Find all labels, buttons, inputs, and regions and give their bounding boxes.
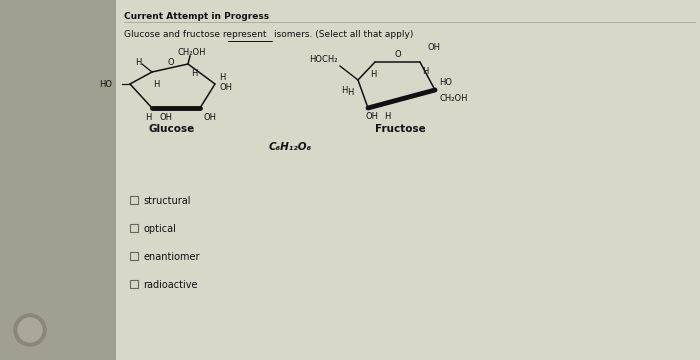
- Bar: [130, 224, 138, 232]
- Text: H: H: [384, 112, 391, 121]
- Text: HO: HO: [439, 77, 452, 86]
- Text: OH: OH: [204, 113, 217, 122]
- Text: H: H: [370, 70, 376, 79]
- Text: H: H: [191, 69, 197, 78]
- Circle shape: [14, 314, 46, 346]
- Text: OH: OH: [428, 43, 441, 52]
- Text: H: H: [135, 58, 141, 67]
- Text: HOCH₂: HOCH₂: [309, 55, 338, 64]
- Text: H: H: [219, 72, 225, 81]
- Text: OH: OH: [160, 113, 173, 122]
- Text: enantiomer: enantiomer: [143, 252, 199, 261]
- Text: H: H: [422, 67, 428, 76]
- Text: Glucose: Glucose: [149, 124, 195, 134]
- Text: H: H: [153, 80, 159, 89]
- Text: O: O: [394, 50, 401, 59]
- Text: O: O: [168, 58, 174, 67]
- Bar: [130, 280, 138, 288]
- Text: optical: optical: [143, 224, 176, 234]
- Bar: [130, 196, 138, 204]
- Bar: [130, 252, 138, 260]
- Circle shape: [18, 318, 42, 342]
- Text: radioactive: radioactive: [143, 279, 197, 289]
- Text: H: H: [346, 88, 353, 97]
- Text: Glucose and fructose represent: Glucose and fructose represent: [124, 30, 267, 39]
- Text: C₆H₁₂O₆: C₆H₁₂O₆: [268, 142, 312, 152]
- Text: structural: structural: [143, 195, 190, 206]
- Text: CH₂OH: CH₂OH: [178, 48, 206, 57]
- Text: isomers. (Select all that apply): isomers. (Select all that apply): [274, 30, 414, 39]
- Text: Current Attempt in Progress: Current Attempt in Progress: [124, 12, 269, 21]
- Text: OH: OH: [219, 82, 232, 91]
- Text: HO: HO: [99, 80, 112, 89]
- Bar: [0, 0, 116, 360]
- Text: CH₂OH: CH₂OH: [439, 94, 468, 103]
- Text: Fructose: Fructose: [374, 124, 426, 134]
- Text: H: H: [145, 113, 151, 122]
- Bar: [116, 0, 700, 360]
- Text: OH: OH: [366, 112, 379, 121]
- Text: H: H: [341, 86, 347, 95]
